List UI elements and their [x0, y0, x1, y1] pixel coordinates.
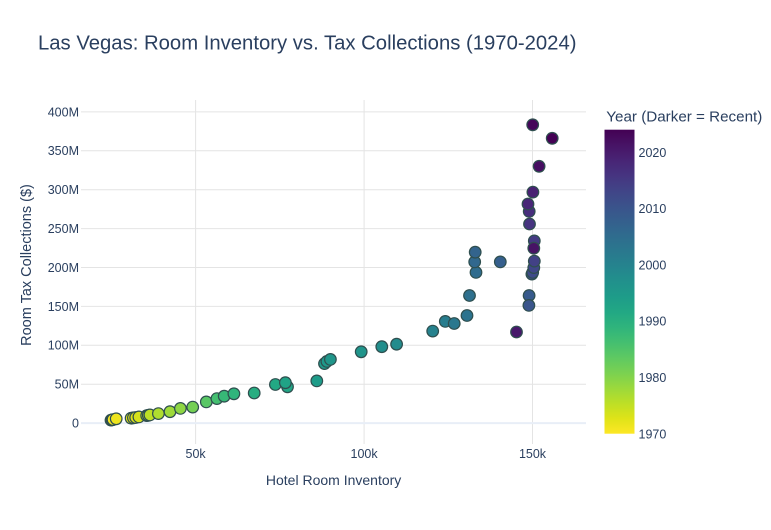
svg-text:250M: 250M	[48, 222, 79, 236]
svg-text:100k: 100k	[351, 447, 379, 461]
svg-text:2020: 2020	[639, 146, 667, 160]
svg-text:2010: 2010	[639, 202, 667, 216]
svg-text:150k: 150k	[519, 447, 547, 461]
svg-text:Year (Darker = Recent): Year (Darker = Recent)	[606, 109, 762, 126]
svg-text:0: 0	[72, 417, 79, 431]
svg-text:400M: 400M	[48, 105, 79, 119]
svg-text:1990: 1990	[639, 315, 667, 329]
svg-text:200M: 200M	[48, 261, 79, 275]
svg-text:100M: 100M	[48, 339, 79, 353]
svg-text:Room Tax Collections ($): Room Tax Collections ($)	[19, 184, 35, 346]
svg-text:Hotel Room Inventory: Hotel Room Inventory	[266, 472, 401, 488]
svg-text:Las Vegas: Room Inventory vs.: Las Vegas: Room Inventory vs. Tax Collec…	[38, 33, 577, 55]
svg-text:2000: 2000	[639, 258, 667, 272]
svg-text:1970: 1970	[639, 427, 667, 441]
svg-text:300M: 300M	[48, 183, 79, 197]
svg-text:150M: 150M	[48, 300, 79, 314]
svg-text:350M: 350M	[48, 144, 79, 158]
svg-text:50M: 50M	[55, 378, 79, 392]
svg-text:50k: 50k	[186, 447, 207, 461]
svg-text:1980: 1980	[639, 371, 667, 385]
